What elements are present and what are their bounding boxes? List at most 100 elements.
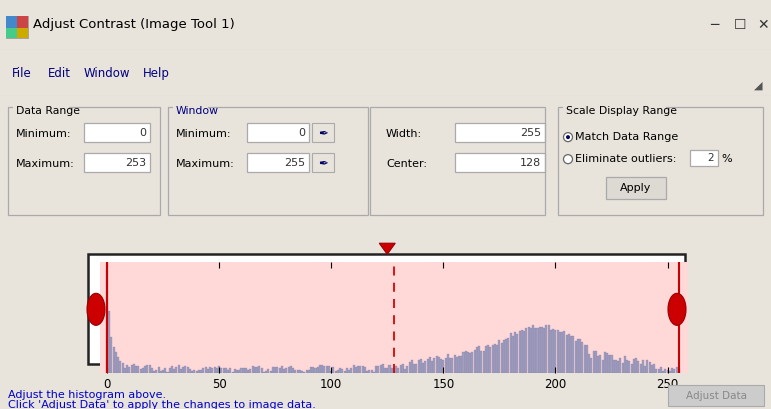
Bar <box>463 353 464 373</box>
Bar <box>299 371 301 373</box>
Bar <box>577 339 579 373</box>
Bar <box>169 369 170 373</box>
Bar <box>574 341 577 373</box>
Bar <box>108 311 110 373</box>
Bar <box>369 370 370 373</box>
Bar <box>173 369 175 373</box>
Text: 2: 2 <box>707 153 714 163</box>
Bar <box>187 367 189 373</box>
Text: Adjust Contrast (Image Tool 1): Adjust Contrast (Image Tool 1) <box>33 18 234 31</box>
Bar <box>339 369 342 373</box>
Bar <box>455 123 545 142</box>
Bar <box>204 367 207 373</box>
Bar <box>247 370 249 373</box>
Bar <box>142 368 144 373</box>
Bar <box>113 347 115 373</box>
Bar <box>225 368 227 373</box>
Bar <box>470 353 471 373</box>
Bar <box>337 370 339 373</box>
Bar <box>146 365 148 373</box>
Bar <box>541 327 543 373</box>
Bar <box>325 366 328 373</box>
Bar <box>624 356 626 373</box>
Bar <box>202 368 204 373</box>
Bar <box>396 366 397 373</box>
Text: Minimum:: Minimum: <box>176 129 231 139</box>
Bar <box>292 368 294 373</box>
Bar <box>490 347 491 373</box>
Bar <box>675 367 678 373</box>
Text: Center:: Center: <box>386 159 427 169</box>
Bar <box>153 371 155 373</box>
Bar <box>191 371 194 373</box>
Bar <box>362 366 364 373</box>
Bar <box>13 104 69 114</box>
Bar <box>155 370 157 373</box>
Bar <box>312 123 334 142</box>
Bar <box>558 107 763 215</box>
Bar <box>599 355 601 373</box>
Bar <box>398 368 399 373</box>
Bar <box>149 365 150 373</box>
Bar <box>285 368 288 373</box>
Bar <box>137 366 140 373</box>
Bar <box>17 28 28 38</box>
Bar <box>164 368 167 373</box>
Bar <box>352 366 355 373</box>
Bar <box>117 357 120 373</box>
Text: Window: Window <box>84 67 130 79</box>
Bar <box>122 363 123 373</box>
Bar <box>570 336 572 373</box>
Bar <box>386 368 389 373</box>
Bar <box>245 368 247 373</box>
Bar <box>180 369 182 373</box>
Bar <box>198 370 200 373</box>
Bar <box>665 369 666 373</box>
Bar <box>413 364 415 373</box>
Bar <box>196 371 197 373</box>
Bar <box>517 334 518 373</box>
Bar <box>391 368 392 373</box>
Bar <box>167 372 169 373</box>
Bar <box>377 366 379 373</box>
Bar <box>357 366 359 373</box>
Bar <box>608 355 611 373</box>
Bar <box>566 335 567 373</box>
Bar <box>373 372 375 373</box>
Bar <box>530 328 532 373</box>
Bar <box>216 368 218 373</box>
Bar <box>456 357 458 373</box>
Bar <box>399 365 402 373</box>
Bar <box>256 366 258 373</box>
Bar <box>162 370 164 373</box>
Bar <box>642 360 644 373</box>
Bar <box>690 150 718 166</box>
Bar <box>445 358 446 373</box>
Bar <box>418 360 419 373</box>
Bar <box>140 369 142 373</box>
Text: Scale Display Range: Scale Display Range <box>566 106 677 116</box>
Bar <box>568 334 570 373</box>
Bar <box>268 369 269 373</box>
Bar <box>619 358 621 373</box>
Bar <box>6 16 17 28</box>
Bar <box>584 345 586 373</box>
Bar <box>312 367 315 373</box>
Bar <box>480 351 483 373</box>
Bar <box>234 369 236 373</box>
Bar <box>510 333 512 373</box>
Bar <box>606 177 666 199</box>
Text: Width:: Width: <box>386 129 423 139</box>
Bar <box>322 365 323 373</box>
Bar <box>328 366 330 373</box>
Bar <box>667 370 668 373</box>
Bar <box>366 371 368 373</box>
Ellipse shape <box>87 293 105 325</box>
Bar <box>446 354 449 373</box>
Bar <box>243 368 244 373</box>
Bar <box>633 360 635 373</box>
Bar <box>184 366 187 373</box>
Bar <box>346 368 348 373</box>
Bar <box>404 369 406 373</box>
Text: 128: 128 <box>520 157 541 168</box>
